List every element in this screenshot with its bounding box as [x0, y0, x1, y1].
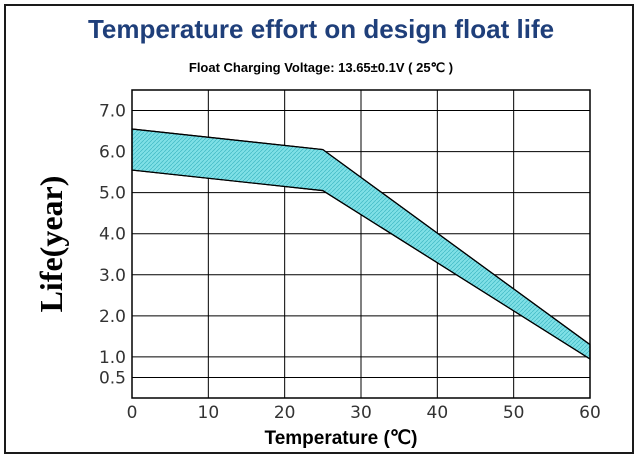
- x-tick-label-10: 10: [198, 403, 220, 423]
- life-lower-line: [131, 169, 591, 360]
- chart-title: Temperature effort on design float life: [87, 14, 555, 44]
- y-tick-label-7.0: 7.0: [99, 102, 126, 122]
- y-tick-label-6.0: 6.0: [99, 143, 126, 163]
- x-tick-label-50: 50: [503, 403, 525, 423]
- x-tick-label-60: 60: [579, 403, 601, 423]
- y-tick-label-4.0: 4.0: [99, 225, 126, 245]
- x-axis-label: Temperature (℃): [265, 428, 418, 449]
- plot-border: [131, 89, 591, 399]
- y-tick-label-5.0: 5.0: [99, 184, 126, 204]
- x-tick-label-40: 40: [427, 403, 449, 423]
- chart-subtitle: Float Charging Voltage: 13.65±0.1V ( 25℃…: [188, 60, 454, 75]
- chart-frame: [4, 4, 634, 454]
- y-tick-label-1.0: 1.0: [99, 348, 126, 368]
- y-axis-label: Life(year): [33, 176, 69, 313]
- y-tick-label-3.0: 3.0: [99, 266, 126, 286]
- life-upper-line: [131, 128, 591, 346]
- x-tick-label-30: 30: [350, 403, 372, 423]
- y-tick-label-0.5: 0.5: [99, 368, 126, 388]
- x-tick-label-0: 0: [127, 403, 138, 423]
- x-tick-label-20: 20: [274, 403, 296, 423]
- tick-labels: 0 10 20 30 40 50 60 0.51.0 2.0 3.0 4.0 5.0 6.0 7.0: [99, 102, 601, 423]
- y-tick-label-2.0: 2.0: [99, 307, 126, 327]
